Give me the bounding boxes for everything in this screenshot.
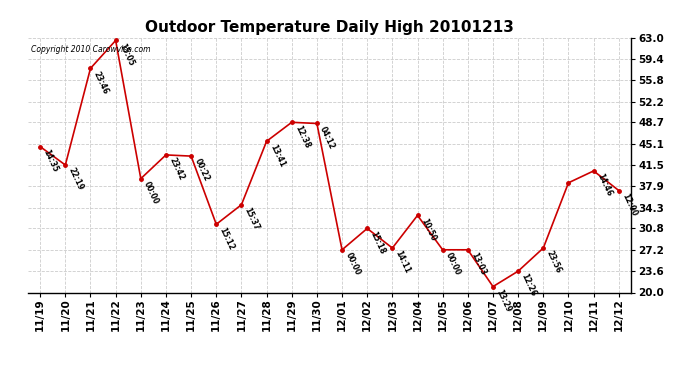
- Text: 23:56: 23:56: [544, 249, 563, 275]
- Text: 12:00: 12:00: [620, 192, 638, 217]
- Text: 10:50: 10:50: [419, 217, 437, 242]
- Text: 00:00: 00:00: [344, 251, 362, 277]
- Title: Outdoor Temperature Daily High 20101213: Outdoor Temperature Daily High 20101213: [145, 20, 514, 35]
- Text: Copyright 2010 Carowvisa.com: Copyright 2010 Carowvisa.com: [30, 45, 150, 54]
- Text: 14:11: 14:11: [394, 249, 412, 275]
- Text: 13:29: 13:29: [494, 288, 513, 314]
- Text: 15:12: 15:12: [217, 226, 236, 251]
- Text: 00:00: 00:00: [142, 180, 161, 206]
- Text: 04:12: 04:12: [318, 125, 337, 150]
- Text: 15:37: 15:37: [243, 206, 262, 232]
- Text: 15:18: 15:18: [368, 230, 387, 255]
- Text: 13:03: 13:03: [469, 251, 488, 277]
- Text: 00:00: 00:00: [444, 251, 462, 277]
- Text: 14:46: 14:46: [595, 172, 613, 198]
- Text: 13:41: 13:41: [268, 142, 286, 168]
- Text: 23:42: 23:42: [168, 156, 186, 182]
- Text: 22:19: 22:19: [67, 166, 85, 192]
- Text: 00:22: 00:22: [193, 158, 211, 183]
- Text: 12:26: 12:26: [520, 273, 538, 298]
- Text: 14:35: 14:35: [41, 148, 60, 174]
- Text: 23:46: 23:46: [92, 70, 110, 95]
- Text: 12:38: 12:38: [293, 124, 311, 150]
- Text: 15:05: 15:05: [117, 42, 135, 67]
